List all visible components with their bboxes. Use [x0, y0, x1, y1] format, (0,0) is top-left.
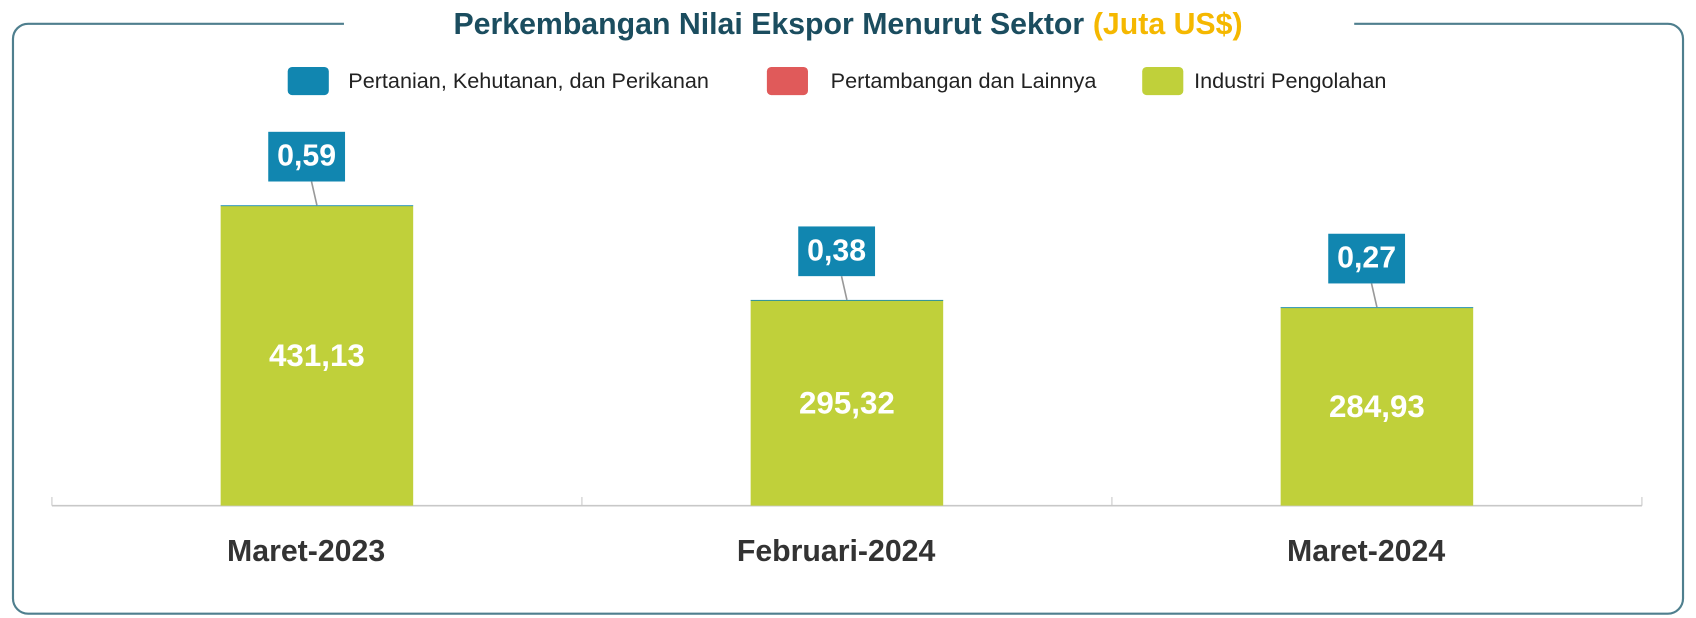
bar-segment: [1280, 307, 1474, 309]
data-label: 0,27: [1337, 242, 1396, 275]
data-label: 284,93: [1329, 389, 1425, 424]
callout-line: [310, 181, 318, 206]
callout-line: [1370, 283, 1378, 308]
legend-swatch: [1142, 66, 1184, 96]
title-unit: (Juta US$): [1093, 8, 1243, 41]
data-label: 0,59: [277, 140, 336, 173]
bar-segment: [750, 299, 944, 301]
legend-swatch: [287, 66, 329, 96]
data-label-box: [268, 131, 346, 182]
data-label: 0,38: [807, 234, 866, 267]
legend-label: Pertanian, Kehutanan, dan Perikanan: [348, 68, 709, 93]
bar-segment: [1280, 307, 1474, 506]
data-label-box: [1328, 233, 1406, 284]
data-label: 295,32: [799, 385, 895, 420]
callout-line: [840, 275, 848, 301]
bar-segment: [220, 205, 414, 506]
bar-segment: [750, 300, 944, 506]
chart-title: Perkembangan Nilai Ekspor Menurut Sektor…: [453, 8, 1242, 41]
legend-label: Pertambangan dan Lainnya: [831, 68, 1098, 93]
x-tick-label: Februari-2024: [737, 535, 936, 568]
title-backdrop: [343, 8, 1355, 42]
data-label: 431,13: [269, 338, 365, 373]
legend-label: Industri Pengolahan: [1194, 68, 1386, 93]
bar-segment: [220, 205, 414, 207]
legend-swatch: [766, 66, 808, 96]
title-main: Perkembangan Nilai Ekspor Menurut Sektor: [453, 8, 1084, 41]
x-tick-label: Maret-2024: [1287, 535, 1445, 568]
x-tick-label: Maret-2023: [227, 535, 385, 568]
data-label-box: [798, 226, 876, 277]
